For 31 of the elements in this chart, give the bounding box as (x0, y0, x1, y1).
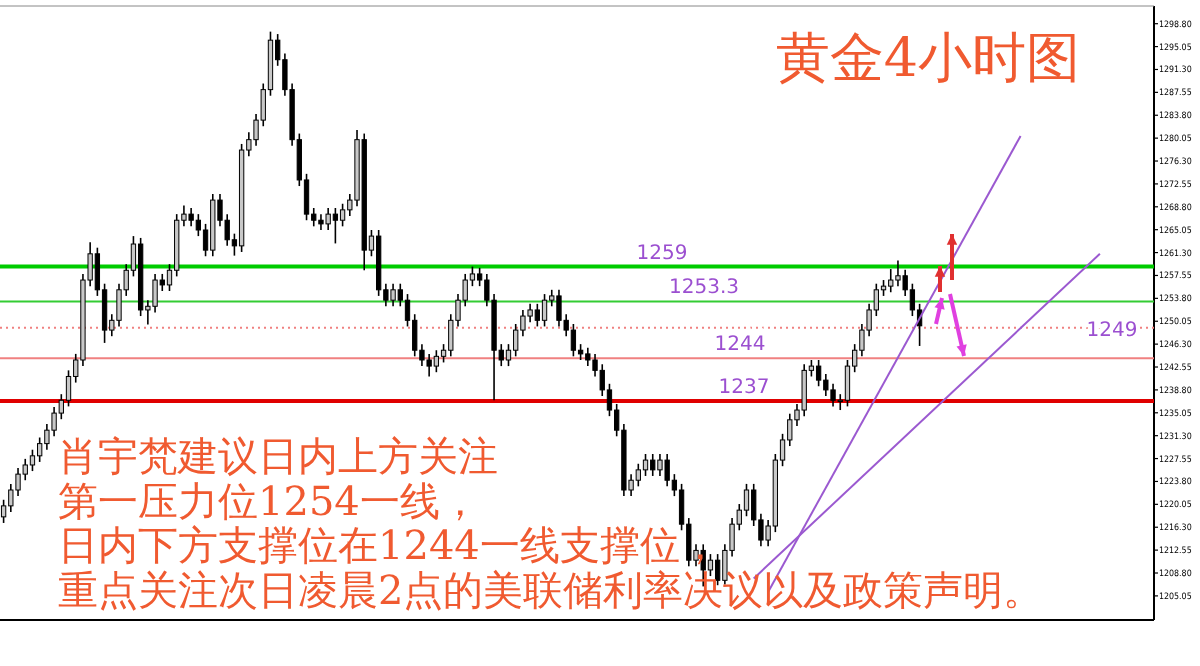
candlestick (390, 282, 396, 308)
candlestick (433, 349, 440, 373)
ref-line-label: 1259 (636, 242, 688, 265)
candlestick (339, 202, 346, 228)
candlestick (556, 289, 562, 328)
ref-line-label: 1253.3 (669, 277, 739, 300)
ref-line-label: 1249 (1086, 319, 1138, 342)
candlestick (541, 293, 548, 328)
candlestick (635, 462, 641, 488)
candlestick (570, 323, 577, 358)
candlestick (650, 453, 656, 477)
candlestick (534, 303, 540, 328)
annotation: 肖宇梵建议日内上方关注 (58, 432, 498, 480)
candlestick (895, 259, 901, 287)
candlestick (188, 207, 194, 228)
ref-line-label: 1237 (718, 376, 770, 399)
candlestick (657, 453, 663, 477)
chart-title: 黄金4小时图 (775, 28, 1080, 90)
candlestick (642, 453, 649, 477)
candlestick (325, 207, 331, 231)
candlestick (37, 436, 43, 463)
candlestick (888, 268, 894, 294)
annotation: 重点关注次日凌晨2点的美联储利率决议以及政策声明。 (58, 565, 1044, 614)
candlestick (815, 359, 822, 388)
candlestick (743, 483, 750, 518)
ref-line-label: 1244 (714, 334, 766, 357)
candlestick (332, 207, 339, 245)
candlestick (29, 448, 36, 472)
candlestick (664, 453, 670, 488)
annotation: 第一压力位1254一线， (58, 476, 480, 525)
annotation: 日内下方支撑位在1244一线支撑位， (58, 521, 720, 570)
